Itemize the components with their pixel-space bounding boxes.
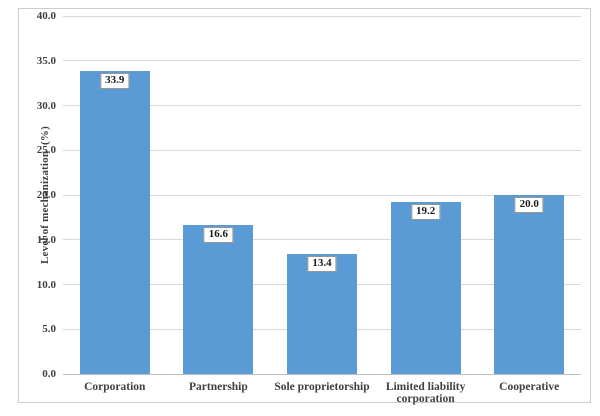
bar-value-label: 19.2 xyxy=(410,204,441,221)
y-tick-label: 30.0 xyxy=(36,99,56,112)
bar xyxy=(287,254,357,374)
x-category-label: Partnership xyxy=(189,381,248,393)
gridline xyxy=(63,105,581,106)
bar xyxy=(79,70,150,374)
bar xyxy=(494,195,565,374)
x-category-label: Sole proprietorship xyxy=(274,381,370,393)
gridline xyxy=(63,15,581,17)
x-category-label: Corporation xyxy=(84,381,146,393)
y-tick-label: 0.0 xyxy=(42,368,56,380)
y-tick-label: 10.0 xyxy=(36,278,56,291)
y-tick-label: 25.0 xyxy=(36,144,56,157)
bar xyxy=(183,225,254,374)
gridline xyxy=(63,194,581,196)
bar-value-label: 20.0 xyxy=(514,197,544,213)
chart-figure: Level of mechanization (%) 0.0 5.0 10.0 15.… xyxy=(18,8,591,405)
y-tick-label: 35.0 xyxy=(36,54,56,67)
y-tick-label: 5.0 xyxy=(42,323,56,336)
x-category-label: Cooperative xyxy=(499,381,560,393)
gridline xyxy=(63,239,581,241)
bar-value-label: 33.9 xyxy=(100,72,130,89)
gridline xyxy=(63,149,581,151)
plot-area: 0.0 5.0 10.0 15.0 20.0 25.0 30.0 35.0 40.0 33.9 Co… xyxy=(37,10,581,405)
bar-value-label: 16.6 xyxy=(203,227,234,244)
x-axis-line xyxy=(63,373,581,375)
bar-value-label: 13.4 xyxy=(307,256,337,273)
y-tick-label: 15.0 xyxy=(36,233,56,246)
gridline xyxy=(63,60,581,62)
bar xyxy=(390,202,461,374)
y-tick-label: 40.0 xyxy=(36,10,56,22)
x-category-label: Limited liability corporation xyxy=(385,381,466,406)
y-tick-label: 20.0 xyxy=(36,189,56,201)
